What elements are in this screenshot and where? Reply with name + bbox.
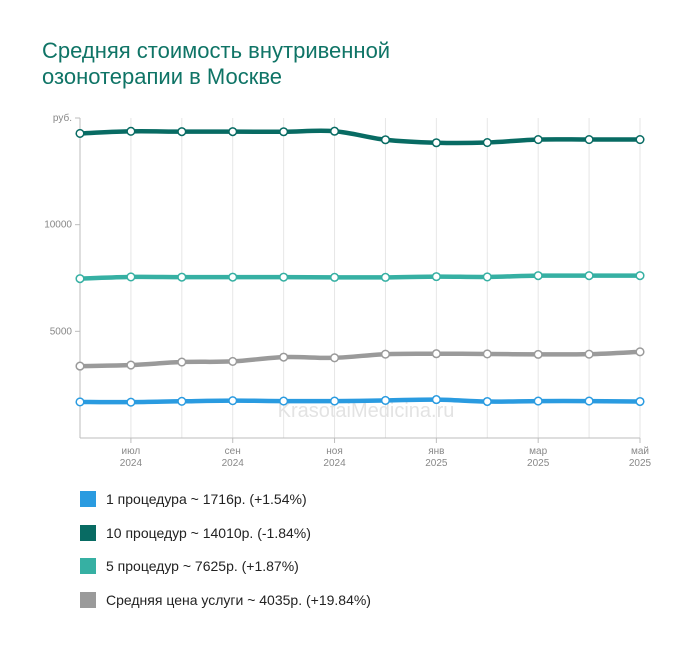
data-point (75, 361, 85, 371)
series-line (77, 128, 643, 146)
legend-item-5-procedures[interactable]: 5 процедур ~ 7625р. (+1.87%) (80, 555, 640, 577)
legend-swatch (80, 591, 96, 608)
data-point (482, 272, 492, 282)
chart-title-line-2: озонотерапии в Москве (42, 64, 283, 89)
data-point (635, 134, 645, 145)
legend-label: 5 процедур ~ 7625р. (+1.87%) (106, 558, 299, 574)
series-line (77, 349, 643, 369)
legend-swatch (80, 558, 96, 574)
legend-swatch (80, 491, 96, 507)
data-point (431, 395, 441, 405)
data-point (126, 272, 136, 282)
y-tick-label: руб. (53, 112, 72, 124)
data-point (228, 127, 238, 137)
data-point (75, 128, 85, 139)
data-point (177, 396, 187, 406)
data-point (533, 396, 543, 406)
data-point (380, 272, 391, 282)
data-point (279, 127, 289, 137)
x-tick-label-month: ноя (326, 446, 343, 457)
data-point (635, 396, 645, 407)
data-point (482, 137, 492, 148)
data-point (431, 138, 441, 148)
data-point (75, 397, 85, 407)
data-point (329, 272, 340, 282)
series-line (77, 273, 643, 281)
data-point (431, 349, 441, 359)
line-chart: 500010000руб.июл2024сен2024ноя2024янв202… (44, 112, 652, 469)
x-tick-label-month: янв (428, 446, 444, 457)
data-point (635, 347, 645, 357)
data-point (533, 134, 543, 145)
x-tick-label-year: 2024 (120, 458, 143, 469)
data-point (584, 134, 594, 145)
chart-title-line-1: Средняя стоимость внутривенной (42, 38, 391, 63)
chart-legend: 1 процедура ~ 1716р. (+1.54%) 10 процеду… (80, 488, 640, 622)
data-point (279, 352, 289, 362)
watermark-text: KrasotaiMedicina.ru (278, 400, 455, 422)
x-tick-label-year: 2025 (527, 458, 550, 469)
data-point (533, 349, 543, 359)
data-point (228, 272, 238, 282)
series-line (77, 397, 643, 405)
data-point (126, 397, 136, 407)
legend-label: 1 процедура ~ 1716р. (+1.54%) (106, 491, 307, 507)
data-point (329, 396, 340, 406)
data-point (329, 353, 340, 363)
legend-item-average-price[interactable]: Средняя цена услуги ~ 4035р. (+19.84%) (80, 589, 640, 611)
data-point (584, 396, 594, 406)
data-point (126, 126, 136, 136)
x-tick-label-year: 2024 (323, 458, 346, 469)
legend-item-10-procedures[interactable]: 10 процедур ~ 14010р. (-1.84%) (80, 522, 640, 544)
data-point (635, 271, 645, 281)
legend-item-1-procedure[interactable]: 1 процедура ~ 1716р. (+1.54%) (80, 488, 640, 510)
data-point (584, 349, 594, 359)
x-tick-label-year: 2025 (425, 458, 448, 469)
data-point (482, 396, 492, 407)
data-point (533, 271, 543, 281)
legend-label: Средняя цена услуги ~ 4035р. (+19.84%) (106, 591, 371, 608)
x-tick-label-month: июл (122, 446, 141, 457)
x-tick-label-month: мар (529, 446, 547, 457)
y-tick-label: 10000 (44, 220, 72, 231)
x-tick-label-month: сен (225, 446, 241, 457)
legend-label: 10 процедур ~ 14010р. (-1.84%) (106, 524, 311, 541)
data-point (228, 356, 238, 366)
data-point (279, 396, 289, 406)
data-point (584, 271, 594, 281)
data-point (75, 274, 85, 284)
x-tick-label-year: 2024 (222, 458, 245, 469)
chart-title: Средняя стоимость внутривенной озонотера… (42, 38, 642, 90)
y-tick-label: 5000 (50, 326, 73, 337)
data-point (380, 135, 391, 145)
data-point (431, 272, 441, 282)
data-point (177, 357, 187, 367)
data-point (279, 272, 289, 282)
data-point (228, 396, 238, 406)
legend-swatch (80, 524, 96, 541)
data-point (177, 272, 187, 282)
x-tick-label-year: 2025 (629, 458, 652, 469)
data-point (380, 395, 391, 406)
data-point (177, 127, 187, 137)
data-point (482, 349, 492, 359)
data-point (380, 349, 391, 359)
x-tick-label-month: май (631, 446, 649, 457)
data-point (126, 360, 136, 370)
data-point (329, 126, 340, 136)
